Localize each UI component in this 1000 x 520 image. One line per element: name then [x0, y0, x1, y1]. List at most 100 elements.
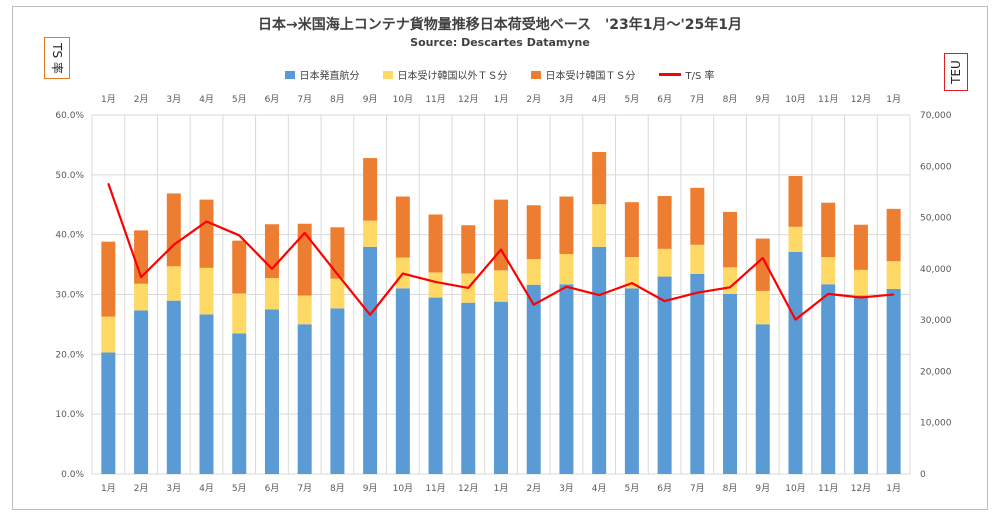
legend-item-japan: 日本発直航分 — [285, 67, 359, 82]
bar-japan — [395, 288, 410, 474]
ts-rate-point — [205, 220, 208, 223]
left-axis-title: TS 率 — [44, 37, 70, 79]
chart-subtitle: Source: Descartes Datamyne — [410, 36, 590, 49]
right-tick-label: 50,000 — [920, 214, 952, 224]
top-category-label: 3月 — [559, 94, 574, 105]
bar-ts-korea — [264, 224, 279, 279]
category-label: 5月 — [232, 483, 247, 494]
ts-rate-point — [500, 248, 502, 251]
legend-label-japan: 日本発直航分 — [299, 71, 360, 82]
right-axis-title: TEU — [944, 53, 968, 91]
legend-swatch-ts-rate — [659, 73, 682, 76]
ts-rate-point — [173, 244, 175, 246]
ts-rate-point — [467, 287, 470, 289]
bar-ts-non-korea — [232, 293, 247, 334]
top-category-label: 4月 — [592, 94, 607, 105]
top-category-label: 12月 — [458, 94, 478, 105]
bar-japan — [101, 352, 116, 474]
bar-ts-non-korea — [592, 204, 607, 247]
top-category-label: 1月 — [886, 94, 901, 105]
bar-ts-non-korea — [166, 266, 181, 301]
bar-japan — [494, 301, 508, 474]
top-category-label: 10月 — [393, 94, 413, 105]
bar-ts-non-korea — [494, 270, 508, 302]
bar-ts-non-korea — [428, 272, 443, 298]
legend-label-ts-korea: 日本受け韓国ＴＳ分 — [545, 71, 636, 82]
bar-japan — [363, 246, 378, 474]
bar-japan — [559, 284, 574, 474]
category-label: 7月 — [690, 483, 705, 494]
top-category-label: 6月 — [657, 94, 672, 105]
right-tick-label: 10,000 — [920, 419, 952, 429]
bar-japan — [657, 276, 672, 474]
top-category-label: 1月 — [494, 94, 509, 105]
bar-japan — [526, 284, 541, 474]
bar-ts-korea — [821, 202, 836, 258]
bar-ts-korea — [657, 196, 672, 249]
bar-ts-korea — [592, 151, 607, 205]
category-label: 12月 — [458, 483, 478, 494]
category-label: 1月 — [494, 483, 509, 494]
bar-ts-non-korea — [526, 259, 541, 285]
category-label: 12月 — [851, 483, 871, 494]
ts-rate-point — [892, 293, 895, 296]
bar-japan — [461, 302, 476, 474]
category-label: 8月 — [723, 483, 738, 494]
top-category-label: 3月 — [166, 94, 181, 105]
ts-rate-point — [663, 300, 666, 302]
ts-rate-point — [598, 294, 600, 296]
bar-ts-non-korea — [297, 295, 312, 325]
bar-ts-non-korea — [330, 278, 345, 309]
legend-swatch-ts-non-korea — [383, 70, 394, 79]
top-category-label: 12月 — [851, 94, 871, 105]
legend-label-ts-rate: T/S 率 — [685, 71, 715, 82]
bar-ts-non-korea — [624, 257, 639, 289]
category-label: 8月 — [330, 483, 345, 494]
right-tick-label: 0 — [920, 470, 926, 480]
bar-ts-non-korea — [134, 283, 149, 311]
bar-japan — [755, 324, 770, 474]
ts-rate-point — [696, 291, 699, 294]
bar-japan — [853, 295, 868, 474]
ts-rate-point — [729, 286, 731, 289]
bar-ts-non-korea — [788, 226, 803, 252]
left-tick-label: 10.0% — [55, 410, 84, 420]
ts-rate-point — [369, 314, 371, 316]
ts-rate-point — [827, 293, 829, 295]
top-category-label: 4月 — [199, 94, 214, 105]
right-tick-label: 30,000 — [920, 316, 952, 326]
category-label: 10月 — [393, 483, 413, 494]
bar-ts-korea — [723, 211, 738, 268]
top-category-label: 2月 — [134, 94, 149, 105]
ts-rate-point — [631, 282, 633, 284]
bar-ts-korea — [166, 193, 181, 267]
bar-japan — [428, 297, 443, 474]
bar-japan — [199, 314, 214, 474]
bar-ts-non-korea — [264, 278, 279, 310]
bar-ts-non-korea — [559, 253, 574, 285]
legend-item-ts-non-korea: 日本受け韓国以外ＴＳ分 — [383, 67, 507, 82]
ts-rate-point — [336, 273, 339, 275]
top-category-label: 10月 — [785, 94, 805, 105]
ts-rate-point — [107, 183, 110, 185]
right-tick-label: 40,000 — [920, 265, 952, 275]
category-label: 5月 — [625, 483, 640, 494]
bar-ts-non-korea — [886, 261, 901, 289]
bar-japan — [788, 251, 803, 474]
top-category-label: 8月 — [723, 94, 738, 105]
category-label: 2月 — [134, 483, 149, 494]
bar-japan — [723, 293, 738, 474]
top-category-label: 9月 — [755, 94, 770, 105]
right-tick-label: 60,000 — [920, 162, 952, 172]
bar-japan — [166, 300, 181, 474]
bar-ts-korea — [232, 240, 247, 294]
bar-ts-korea — [330, 227, 345, 279]
top-category-label: 5月 — [232, 94, 247, 105]
top-category-label: 6月 — [265, 94, 280, 105]
category-label: 9月 — [755, 483, 770, 494]
legend-item-ts-korea: 日本受け韓国ＴＳ分 — [531, 67, 635, 82]
bar-ts-korea — [559, 196, 574, 254]
category-label: 10月 — [785, 483, 805, 494]
category-label: 4月 — [592, 483, 607, 494]
